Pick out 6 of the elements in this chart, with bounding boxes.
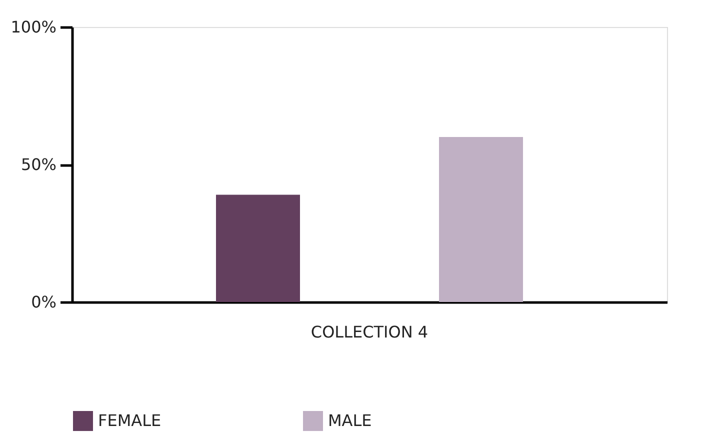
y-tick-label: 100%: [10, 18, 56, 36]
y-tick-label: 50%: [20, 155, 56, 174]
legend-label: MALE: [328, 411, 372, 430]
x-tick-label: COLLECTION 4: [310, 322, 428, 342]
legend-label: FEMALE: [98, 411, 162, 430]
y-tick-label: 0%: [31, 292, 56, 312]
